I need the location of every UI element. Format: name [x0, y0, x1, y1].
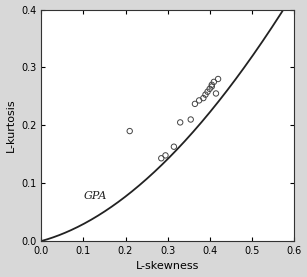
- X-axis label: L-skewness: L-skewness: [136, 261, 199, 271]
- Point: [213, 91, 218, 96]
- Point: [127, 129, 132, 133]
- Point: [207, 87, 212, 91]
- Text: GPA: GPA: [84, 191, 107, 201]
- Point: [159, 156, 164, 160]
- Point: [209, 84, 214, 89]
- Point: [212, 80, 216, 84]
- Point: [178, 120, 183, 125]
- Point: [205, 89, 210, 94]
- Point: [188, 117, 193, 122]
- Point: [163, 153, 168, 158]
- Point: [192, 102, 197, 106]
- Point: [209, 83, 214, 87]
- Point: [201, 96, 206, 100]
- Point: [197, 98, 202, 102]
- Point: [203, 93, 208, 97]
- Point: [171, 145, 176, 149]
- Y-axis label: L-kurtosis: L-kurtosis: [6, 99, 16, 152]
- Point: [216, 77, 220, 81]
